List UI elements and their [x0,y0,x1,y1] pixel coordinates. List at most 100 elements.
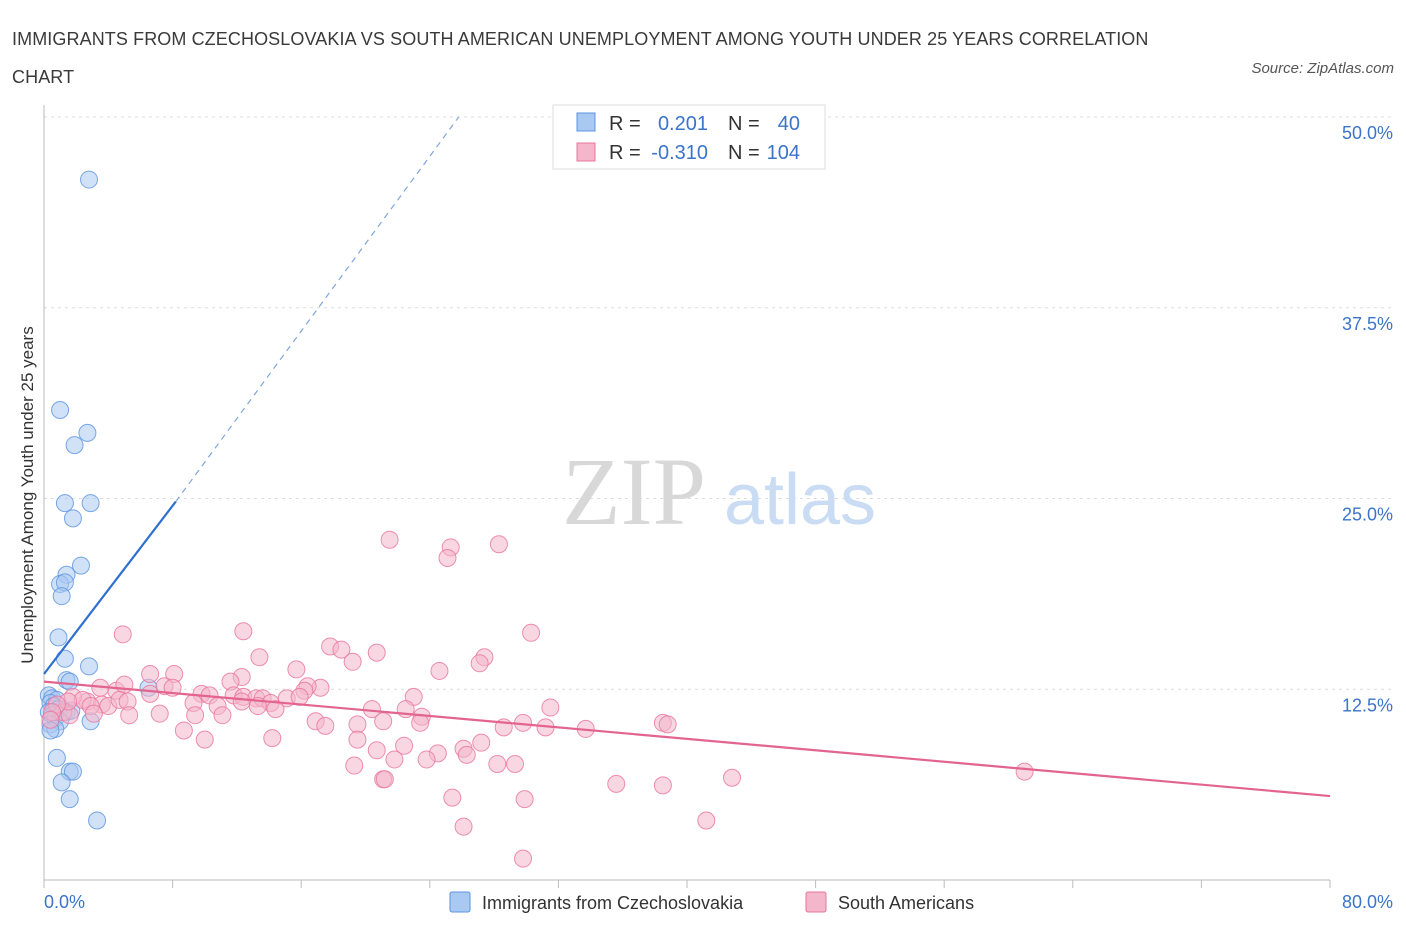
point-czechoslovakia-36 [63,762,82,781]
series-legend: Immigrants from Czechoslovakia South Ame… [449,891,974,913]
point-south-americans-44 [232,692,251,711]
x-tick-labels: 0.0% 80.0% [44,892,1393,912]
y-tick-label-3: 50.0% [1342,123,1393,143]
point-south-americans-96 [653,776,672,795]
point-south-americans-97 [723,768,742,787]
point-south-americans-63 [120,706,139,725]
point-south-americans-0 [380,530,399,549]
watermark: ZIP atlas [562,438,876,545]
point-south-americans-81 [348,730,367,749]
point-south-americans-99 [443,788,462,807]
point-south-americans-5 [234,622,253,641]
point-czechoslovakia-0 [80,170,99,189]
legend-swatch-south-americans [576,142,596,162]
legend-r-value-2: -0.310 [651,142,708,164]
point-south-americans-26 [115,675,134,694]
point-czechoslovakia-2 [65,436,84,455]
point-south-americans-64 [150,704,169,723]
point-south-americans-52 [541,698,560,717]
point-south-americans-86 [457,745,476,764]
chart-source: Source: ZipAtlas.com [1251,60,1394,77]
point-czechoslovakia-5 [81,494,100,513]
point-south-americans-83 [395,736,414,755]
point-south-americans-88 [345,756,364,775]
point-south-americans-17 [250,648,269,667]
point-south-americans-91 [488,755,507,774]
point-south-americans-80 [263,729,282,748]
watermark-zip: ZIP [562,438,706,545]
point-south-americans-78 [174,721,193,740]
point-south-americans-100 [515,790,534,809]
x-tick-label-max: 80.0% [1342,892,1393,912]
point-czechoslovakia-14 [80,657,99,676]
point-south-americans-70 [411,713,430,732]
point-south-americans-77 [316,716,335,735]
point-south-americans-8 [332,640,351,659]
trend-lines [43,116,1331,798]
point-czechoslovakia-38 [60,790,79,809]
point-south-americans-76 [658,715,677,734]
x-tick-label-min: 0.0% [44,892,85,912]
point-south-americans-90 [417,750,436,769]
point-czechoslovakia-6 [63,509,82,528]
point-south-americans-46 [266,700,285,719]
bottom-legend-swatch-south-americans [805,891,827,913]
point-czechoslovakia-34 [47,748,66,767]
point-south-americans-95 [607,774,626,793]
point-south-americans-101 [454,817,473,836]
point-south-americans-79 [195,730,214,749]
point-south-americans-27 [141,684,160,703]
point-south-americans-6 [522,623,541,642]
point-south-americans-9 [430,661,449,680]
point-south-americans-68 [348,715,367,734]
point-south-americans-3 [438,549,457,568]
point-south-americans-82 [367,741,386,760]
trend-line-south-americans [43,680,1331,798]
point-czechoslovakia-39 [88,811,107,830]
y-tick-label-1: 25.0% [1342,505,1393,525]
y-tick-label-0: 12.5% [1342,695,1393,715]
y-tick-label-2: 37.5% [1342,314,1393,334]
legend-n-value-2: 104 [767,142,800,164]
chart-title: IMMIGRANTS FROM CZECHOSLOVAKIA VS SOUTH … [12,29,1149,87]
point-south-americans-56 [84,704,103,723]
legend-n-label-2: N = [728,142,760,164]
legend-n-value-1: 40 [778,113,800,135]
point-czechoslovakia-11 [52,587,71,606]
legend-r-value-1: 0.201 [658,113,708,135]
point-south-americans-2 [489,535,508,554]
legend-swatch-czechoslovakia [576,112,596,132]
point-south-americans-11 [470,654,489,673]
point-south-americans-89 [385,750,404,769]
point-south-americans-16 [367,643,386,662]
watermark-atlas: atlas [724,460,876,540]
trend-line-czechoslovakia-extension [175,116,460,502]
series-czechoslovakia [39,170,158,830]
legend-r-label-1: R = [609,113,641,135]
point-south-americans-102 [697,811,716,830]
point-south-americans-69 [374,712,393,731]
point-south-americans-94 [375,770,394,789]
point-czechoslovakia-16 [60,672,79,691]
point-czechoslovakia-1 [51,400,70,419]
stats-legend: R = 0.201 N = 40 R = -0.310 N = 104 [552,104,826,170]
point-czechoslovakia-12 [49,628,68,647]
trend-line-czechoslovakia [43,500,177,675]
legend-n-label-1: N = [728,113,760,135]
bottom-legend-swatch-czechoslovakia [449,891,471,913]
point-south-americans-65 [186,706,205,725]
bottom-legend-label-czechoslovakia: Immigrants from Czechoslovakia [482,893,744,913]
point-czechoslovakia-3 [78,423,97,442]
point-czechoslovakia-7 [71,556,90,575]
point-south-americans-103 [514,849,533,868]
point-south-americans-66 [213,706,232,725]
point-south-americans-14 [287,660,306,679]
legend-r-label-2: R = [609,142,641,164]
series-south-americans [41,530,1034,868]
point-south-americans-62 [41,710,60,729]
y-tick-labels: 12.5% 25.0% 37.5% 50.0% [1342,123,1393,715]
point-south-americans-12 [141,664,160,683]
axes [43,105,1331,888]
point-south-americans-92 [505,755,524,774]
